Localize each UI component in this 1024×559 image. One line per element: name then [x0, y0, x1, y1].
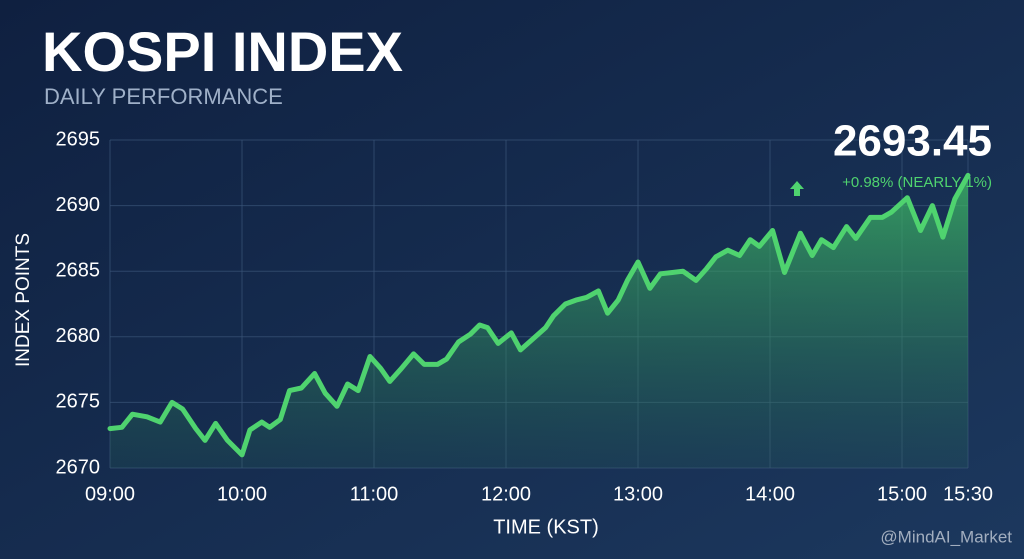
- line: [107, 172, 971, 458]
- y-tick-label: 2680: [56, 325, 101, 347]
- watermark: @MindAI_Market: [880, 527, 1012, 546]
- x-tick-label: 12:00: [481, 483, 531, 505]
- x-tick-label: 14:00: [745, 483, 795, 505]
- last-value-annotation: 2693.45: [833, 117, 992, 166]
- y-axis-label: INDEX POINTS: [13, 233, 34, 367]
- y-tick-label: 2695: [56, 128, 101, 150]
- x-tick-label: 09:00: [85, 483, 135, 505]
- y-tick-label: 2670: [56, 456, 101, 478]
- chart-subtitle: DAILY PERFORMANCE: [44, 84, 283, 109]
- up-arrow-icon: [790, 181, 804, 196]
- x-axis-label: TIME (KST): [493, 516, 599, 538]
- x-tick-label: 10:00: [217, 483, 267, 505]
- x-tick-label: 15:00: [877, 483, 927, 505]
- y-tick-label: 2685: [56, 259, 101, 281]
- chart-title: KOSPI INDEX: [42, 20, 403, 83]
- x-tick-label: 15:30: [943, 483, 993, 505]
- y-tick-label: 2675: [56, 391, 101, 413]
- x-tick-label: 11:00: [350, 483, 399, 505]
- change-label: +0.98% (NEARLY 1%): [842, 174, 992, 191]
- plot: [107, 172, 971, 468]
- x-tick-label: 13:00: [613, 483, 663, 505]
- y-tick-label: 2690: [56, 194, 101, 216]
